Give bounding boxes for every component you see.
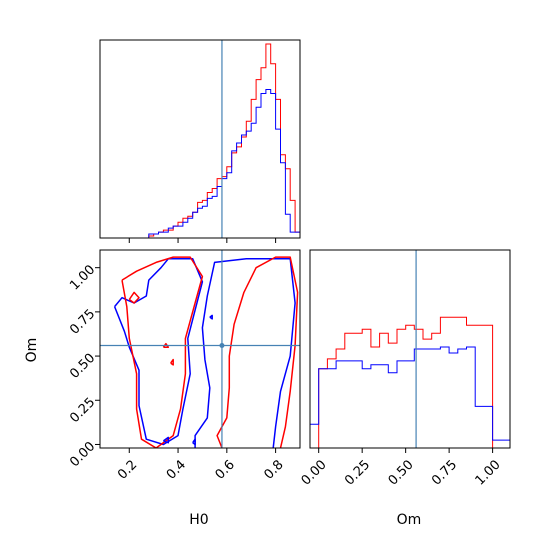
frame-hist-om <box>309 249 511 449</box>
hist-om-series-red <box>310 316 510 448</box>
frame-contour <box>99 249 301 449</box>
contour-blue-9 <box>192 438 196 446</box>
hist-om-series-blue <box>310 346 510 448</box>
contour-red-7 <box>170 358 174 366</box>
panel-contour-h0-om: 0.2 0.4 0.6 0.80.000.250.500.751.00 <box>67 249 301 483</box>
contour-blue-8 <box>162 436 170 444</box>
contour-red-1 <box>216 256 299 448</box>
frame-hist-h0 <box>99 39 301 239</box>
panel-hist-h0 <box>99 39 301 243</box>
ylabel-om: Om <box>24 338 40 363</box>
contour-red-4 <box>128 291 140 304</box>
contour-blue-2 <box>113 258 204 446</box>
xlabel-h0: H0 <box>189 512 208 528</box>
contour-blue-5 <box>209 314 213 320</box>
hist-h0-series-blue <box>100 89 300 238</box>
hist-h0-series-red <box>100 43 300 238</box>
truth-point <box>219 342 225 348</box>
contour-blue-0 <box>194 258 296 448</box>
contour-red-3 <box>121 256 204 448</box>
xlabel-om: Om <box>397 512 422 528</box>
